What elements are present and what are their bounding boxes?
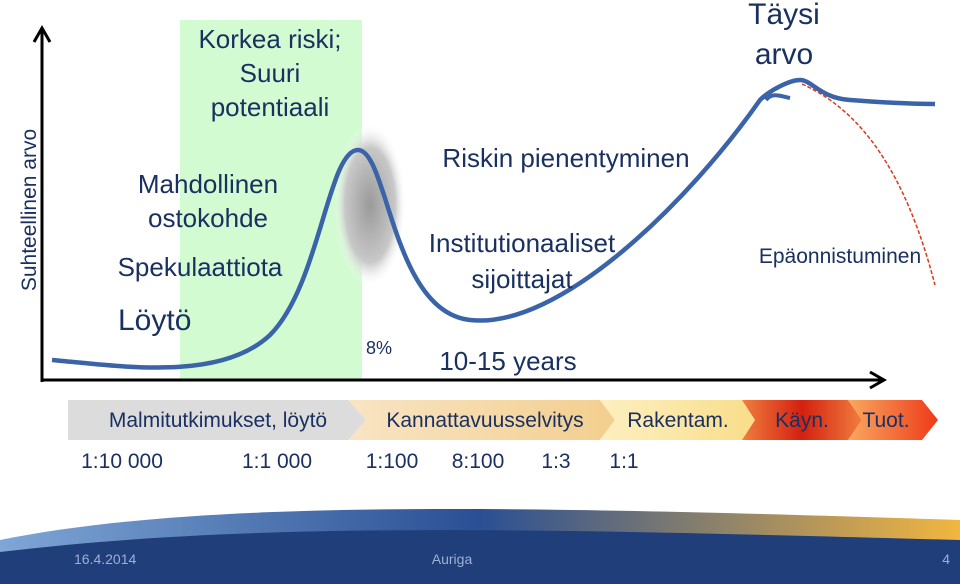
label: Löytö <box>118 304 191 337</box>
label-line: Institutionaaliset <box>429 228 616 258</box>
stage-label: Käyn. <box>775 409 829 432</box>
stage-label: Tuot. <box>862 409 909 432</box>
ratio: 1:1 <box>609 450 638 473</box>
footer: 16.4.2014 Auriga 4 <box>0 508 960 584</box>
curve-hook <box>764 93 791 102</box>
stage-arrow <box>348 400 615 440</box>
label-line: ostokohde <box>148 203 268 233</box>
stage-label: Kannattavuusselvitys <box>386 409 583 432</box>
stage-arrow <box>848 400 938 440</box>
label-line: Täysi <box>748 0 820 31</box>
label-line: Suuri <box>240 58 301 88</box>
ratio: 8:100 <box>452 450 505 473</box>
label: Spekulaattiota <box>118 252 283 282</box>
label-line: potentiaali <box>211 92 330 122</box>
stage-arrow <box>68 400 366 440</box>
failure-curve <box>801 83 936 286</box>
ratio: 1:100 <box>366 450 419 473</box>
footer-wave <box>0 530 960 584</box>
stage-band: Malmitutkimukset, löytö Kannattavuusselv… <box>68 400 938 440</box>
label: Riskin pienentyminen <box>442 143 689 173</box>
peak-highlight <box>334 123 406 287</box>
ratio: 1:3 <box>541 450 570 473</box>
footer-company: Auriga <box>432 551 473 567</box>
label: 10-15 years <box>439 346 576 376</box>
y-axis-label: Suhteellinen arvo <box>18 129 41 291</box>
label: Epäonnistuminen <box>759 245 921 268</box>
x-arrow <box>869 370 888 390</box>
label-line: Mahdollinen <box>138 169 278 199</box>
label: 8% <box>366 338 392 358</box>
axes <box>32 24 888 390</box>
stage-arrow <box>742 400 862 440</box>
label-line: sijoittajat <box>471 264 573 294</box>
stage-arrow <box>600 400 755 440</box>
ratio: 1:10 000 <box>81 450 163 473</box>
stage-label: Malmitutkimukset, löytö <box>109 409 327 432</box>
stage-label: Rakentam. <box>627 409 729 432</box>
label-line: arvo <box>755 38 813 71</box>
y-arrow <box>32 24 52 43</box>
high-risk-zone <box>180 20 362 380</box>
ratios: 1:10 000 1:1 000 1:100 8:100 1:3 1:1 <box>81 450 638 473</box>
value-curve <box>51 77 936 370</box>
ratio: 1:1 000 <box>242 450 312 473</box>
footer-date: 16.4.2014 <box>74 551 136 567</box>
label-line: Korkea riski; <box>198 24 341 54</box>
footer-page: 4 <box>942 551 950 567</box>
